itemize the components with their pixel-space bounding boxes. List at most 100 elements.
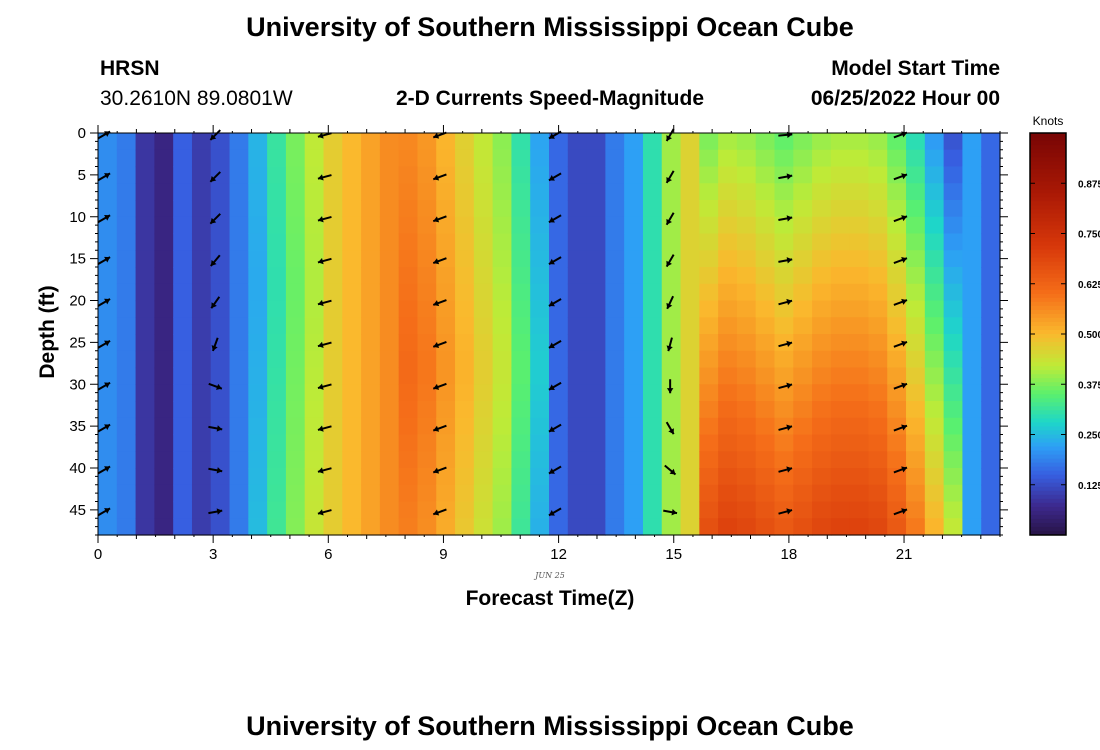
heatmap-cell — [887, 267, 907, 285]
current-vector — [893, 466, 908, 474]
heatmap-cell — [191, 334, 212, 352]
heatmap-cell — [436, 233, 456, 251]
heatmap-cell — [887, 149, 907, 168]
heatmap-cell — [793, 334, 813, 352]
heatmap-cell — [323, 283, 343, 302]
heatmap-cell — [868, 300, 888, 318]
heatmap-cell — [154, 518, 174, 536]
heatmap-cell — [567, 233, 588, 251]
heatmap-cell — [849, 200, 870, 218]
heatmap-cell — [361, 183, 381, 201]
heatmap-cell — [116, 451, 137, 469]
heatmap-cell — [173, 267, 193, 285]
colorbar-segment — [1030, 474, 1066, 480]
heatmap-cell — [210, 250, 231, 268]
heatmap-cell — [718, 434, 738, 452]
heatmap-cell — [116, 484, 137, 503]
heatmap-cell — [906, 300, 926, 318]
heatmap-cell — [755, 468, 776, 486]
plot-axes: 0 3 6 9 12 15 18 21 0 5 10 15 20 25 30 35 40 45 — [69, 125, 1008, 563]
heatmap-cell — [473, 133, 494, 151]
heatmap-cell — [981, 149, 1001, 168]
heatmap-cell — [267, 317, 287, 335]
colorbar-segment — [1030, 197, 1066, 202]
heatmap-cell — [736, 417, 757, 436]
colorbar-segment — [1030, 305, 1066, 311]
heatmap-cell — [455, 300, 475, 318]
y-tick-label: 45 — [69, 502, 86, 519]
heatmap-cell — [191, 417, 212, 436]
heatmap-cell — [793, 384, 813, 402]
heatmap-cell — [567, 401, 588, 419]
heatmap-cell — [342, 133, 362, 151]
heatmap-cell — [473, 367, 494, 385]
heatmap-cell — [379, 166, 400, 184]
y-tick-label: 30 — [69, 376, 86, 393]
heatmap-cell — [887, 183, 907, 201]
heatmap-cell — [248, 216, 268, 235]
heatmap-cell — [323, 166, 343, 184]
heatmap-cell — [755, 501, 776, 519]
heatmap-cell — [229, 451, 249, 469]
current-vector — [548, 172, 562, 182]
heatmap-cell — [455, 367, 475, 385]
current-vector — [432, 424, 447, 432]
heatmap-cell — [793, 149, 813, 168]
heatmap-cell — [924, 267, 945, 285]
heatmap-cell — [793, 484, 813, 503]
heatmap-cell — [906, 501, 926, 519]
heatmap-cell — [680, 518, 700, 536]
heatmap-cell — [943, 200, 964, 218]
colorbar-segment — [1030, 494, 1066, 500]
colorbar-segment — [1030, 522, 1066, 528]
x-tick-label: 9 — [439, 546, 447, 563]
heatmap-cell — [549, 518, 569, 536]
heatmap-cell — [605, 434, 625, 452]
current-vector — [208, 382, 223, 390]
heatmap-cell — [398, 384, 419, 402]
current-vector — [317, 215, 332, 223]
heatmap-cell — [285, 518, 306, 536]
heatmap-cell — [624, 133, 644, 151]
colorbar-segment — [1030, 346, 1066, 351]
heatmap-cell — [887, 417, 907, 436]
heatmap-cell — [492, 283, 513, 302]
heatmap-cell — [229, 250, 249, 268]
current-vector — [317, 467, 332, 474]
heatmap-cell — [624, 267, 644, 285]
heatmap-cell — [304, 367, 325, 385]
heatmap-cell — [135, 518, 155, 536]
heatmap-cell — [116, 149, 137, 168]
heatmap-cell — [699, 300, 719, 318]
heatmap-cell — [267, 133, 287, 151]
heatmap-cell — [398, 434, 419, 452]
heatmap-cell — [624, 300, 644, 318]
heatmap-cell — [361, 417, 381, 436]
heatmap-cell — [248, 149, 268, 168]
heatmap-cell — [774, 417, 794, 436]
y-axis-label: Depth (ft) — [36, 285, 59, 378]
heatmap-cell — [661, 216, 682, 235]
heatmap-cell — [492, 233, 513, 251]
colorbar-segment — [1030, 366, 1066, 371]
heatmap-cell — [398, 334, 419, 352]
heatmap-cell — [398, 216, 419, 235]
colorbar-segment — [1030, 245, 1066, 251]
current-vector — [778, 466, 793, 473]
heatmap-cell — [492, 434, 513, 452]
current-vector — [211, 337, 219, 352]
heatmap-cell — [699, 250, 719, 268]
heatmap-cell — [379, 501, 400, 519]
heatmap-cell — [417, 468, 437, 486]
heatmap-cell — [830, 484, 851, 503]
heatmap-cell — [924, 417, 945, 436]
heatmap-cell — [699, 317, 719, 335]
heatmap-cell — [304, 451, 325, 469]
heatmap-cell — [736, 233, 757, 251]
heatmap-cell — [323, 149, 343, 168]
heatmap-cell — [680, 283, 700, 302]
heatmap-cell — [567, 200, 588, 218]
current-vector — [893, 215, 908, 223]
heatmap-cell — [605, 200, 625, 218]
colorbar-segment — [1030, 402, 1066, 407]
